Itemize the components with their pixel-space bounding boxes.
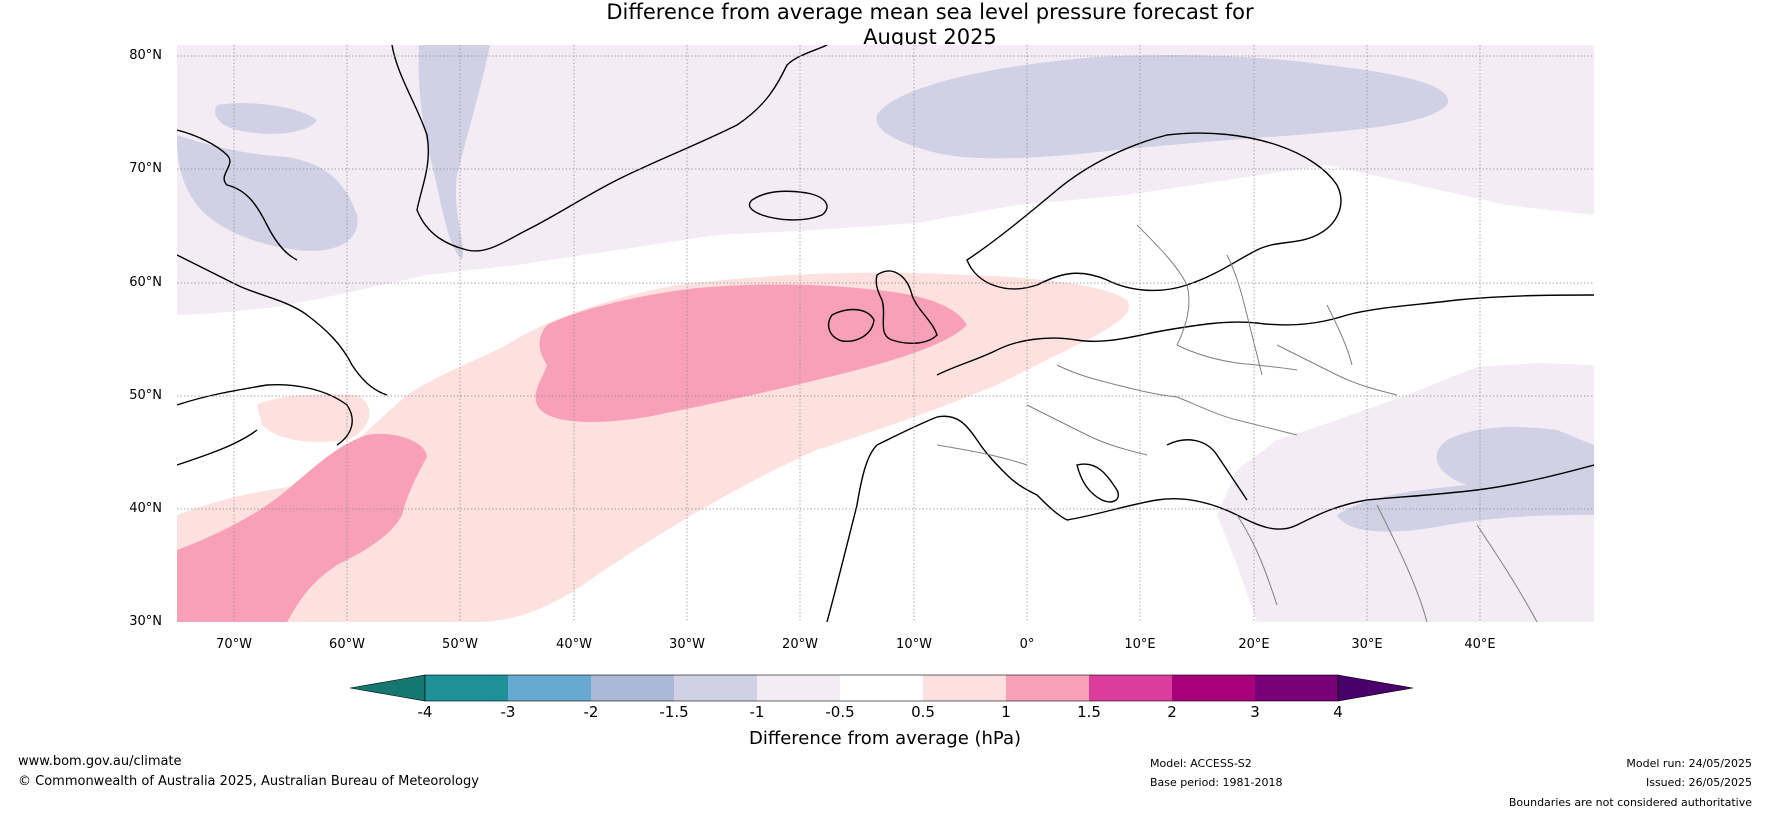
lon-label-20e: 20°E [1238,637,1270,652]
lon-label-20w: 20°W [782,637,818,652]
colorbar-swatch [508,675,591,701]
footer-issued: Issued: 26/05/2025 [1645,776,1752,789]
lon-label-70w: 70°W [216,637,252,652]
colorbar-tick-label: 1 [1001,703,1011,721]
pressure-anomaly-map [177,45,1594,622]
colorbar-extend-high [1337,674,1414,702]
colorbar-swatch [923,675,1006,701]
footer-copyright: © Commonwealth of Australia 2025, Austra… [18,774,479,789]
graticule [177,45,1594,622]
lat-label-30n: 30°N [129,614,162,629]
colorbar-swatch [1006,675,1089,701]
lon-label-10w: 10°W [896,637,932,652]
colorbar-swatch [840,675,923,701]
lon-label-30e: 30°E [1351,637,1383,652]
footer-disclaimer: Boundaries are not considered authoritat… [1508,796,1752,809]
lon-label-10e: 10°E [1124,637,1156,652]
lon-label-40w: 40°W [556,637,592,652]
colorbar-tick-label: -0.5 [825,703,855,721]
anomaly-region-minus-1-labrador [177,135,358,251]
colorbar-swatch [1255,675,1338,701]
footer-website: www.bom.gov.au/climate [18,754,182,769]
colorbar-tick-label: -1.5 [659,703,689,721]
colorbar-swatch [757,675,840,701]
colorbar-extend-low [350,674,426,702]
lon-label-0: 0° [1019,637,1035,652]
colorbar-swatch [425,675,508,701]
footer-model: Model: ACCESS-S2 [1150,757,1252,770]
colorbar [350,674,1414,702]
lat-label-70n: 70°N [129,161,162,176]
anomaly-region-plus-1-mid-atlantic [535,284,967,422]
colorbar-swatch [1089,675,1172,701]
colorbar-tick-label: -4 [417,703,433,721]
footer-model-run: Model run: 24/05/2025 [1626,757,1752,770]
anomaly-region-minus-1-baffin [215,103,317,134]
anomaly-region-minus-1-greenland [418,45,490,260]
anomaly-region-minus-1-norwegian-sea [876,55,1449,159]
colorbar-tick-label: -1 [749,703,765,721]
colorbar-swatch [591,675,674,701]
lat-label-50n: 50°N [129,388,162,403]
lat-label-40n: 40°N [129,501,162,516]
colorbar-tick-label: 2 [1167,703,1177,721]
colorbar-tick-label: -2 [583,703,599,721]
map-title: Difference from average mean sea level p… [0,0,1770,50]
colorbar-border [424,674,1339,702]
lon-label-40e: 40°E [1464,637,1496,652]
anomaly-region-plus-1-southwest [177,433,427,622]
lon-label-60w: 60°W [329,637,365,652]
colorbar-swatch [674,675,757,701]
lat-label-80n: 80°N [129,48,162,63]
colorbar-tick-label: -3 [500,703,516,721]
anomaly-region-minus-1-black-sea [1337,427,1594,532]
anomaly-region-plus-0.5-newfoundland [257,394,370,442]
colorbar-tick-label: 1.5 [1077,703,1101,721]
lon-label-50w: 50°W [442,637,478,652]
colorbar-label: Difference from average (hPa) [748,728,1022,749]
colorbar-swatch [1172,675,1255,701]
lat-label-60n: 60°N [129,275,162,290]
country-borders [936,224,1538,622]
colorbar-tick-label: 0.5 [911,703,935,721]
coastlines [177,45,1594,622]
lon-label-30w: 30°W [669,637,705,652]
title-line-1: Difference from average mean sea level p… [606,0,1254,24]
colorbar-tick-label: 4 [1333,703,1343,721]
footer-base-period: Base period: 1981-2018 [1150,776,1283,789]
colorbar-tick-label: 3 [1250,703,1260,721]
